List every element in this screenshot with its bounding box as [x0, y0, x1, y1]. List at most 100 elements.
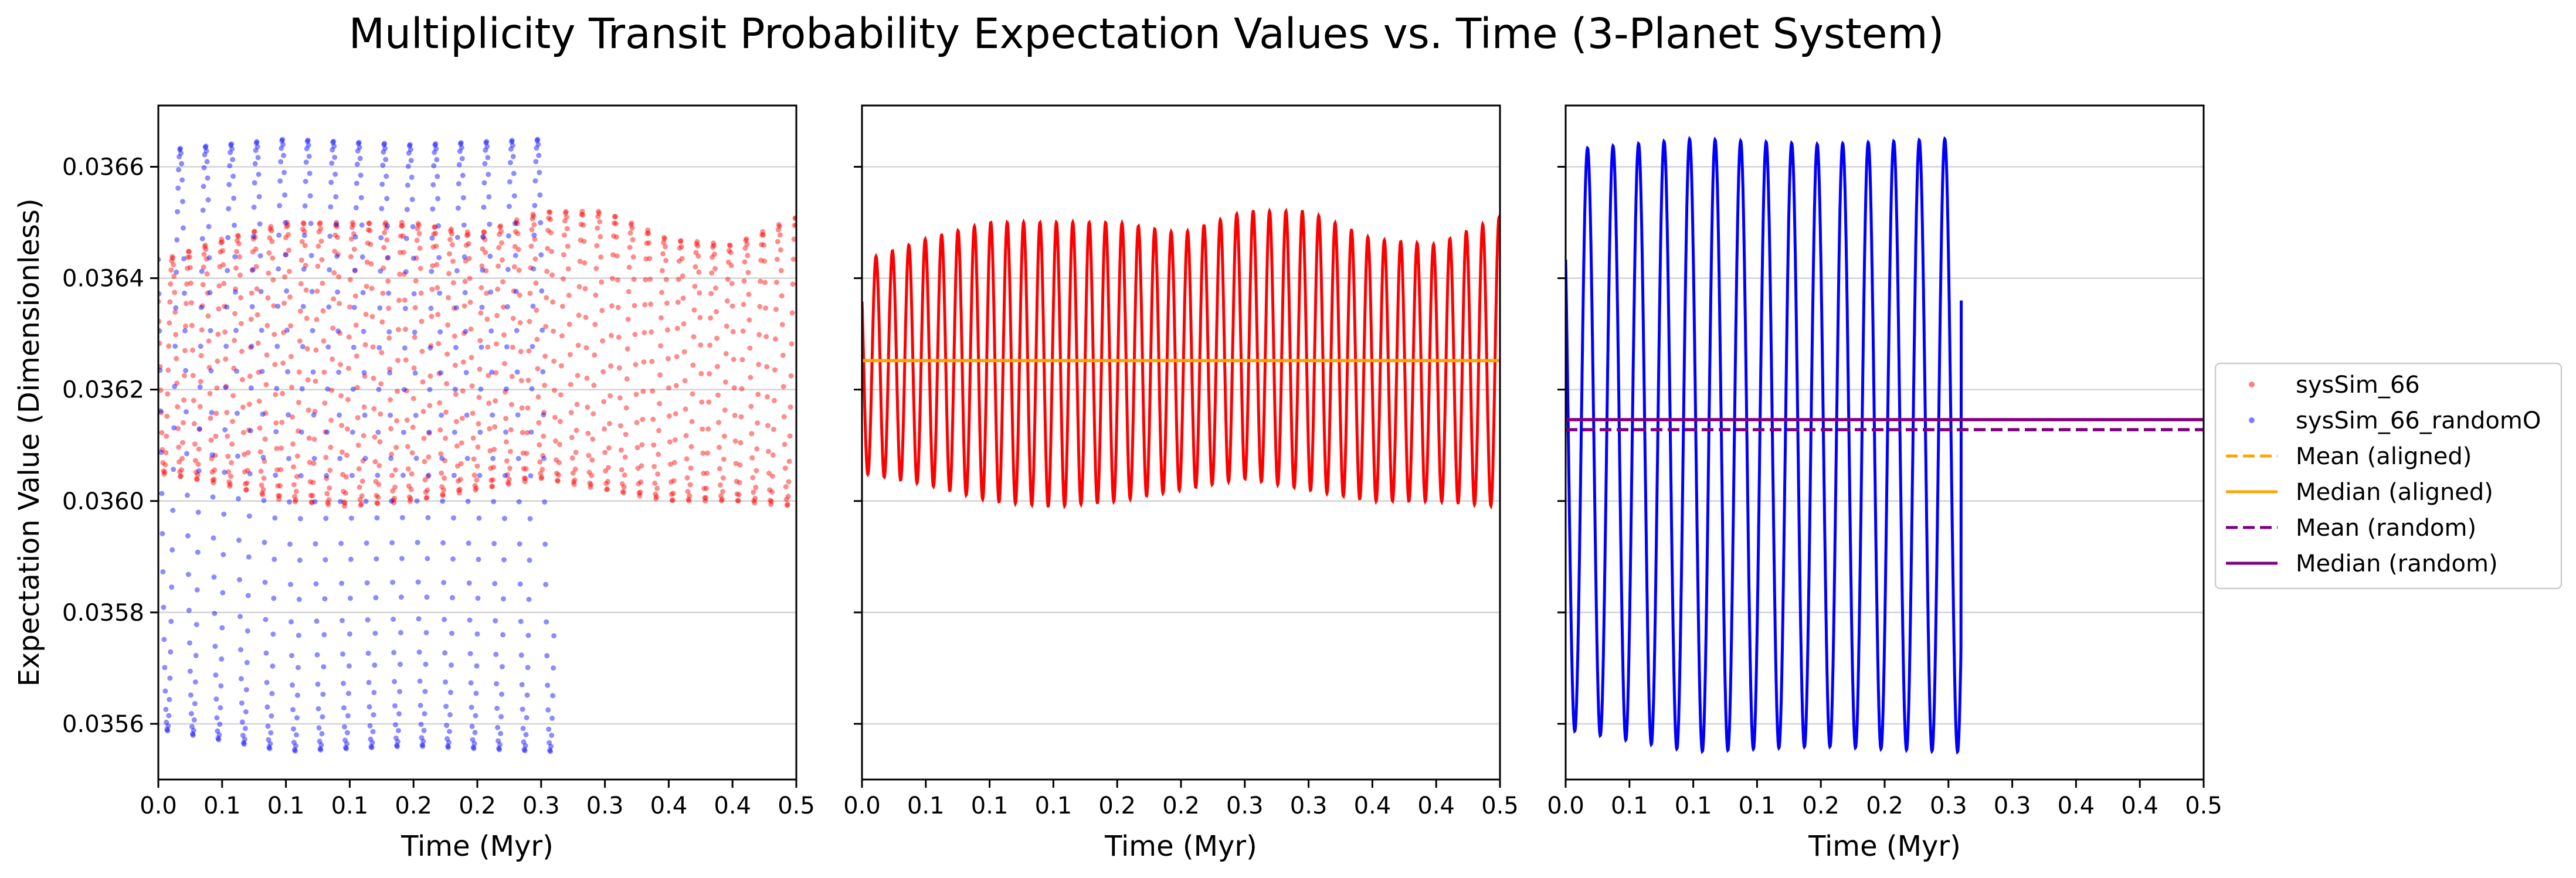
- data-point: [716, 420, 721, 426]
- data-point: [314, 288, 320, 294]
- data-point: [278, 159, 284, 165]
- legend-label: Median (aligned): [2296, 479, 2493, 506]
- data-point: [787, 433, 793, 439]
- data-point: [180, 440, 185, 445]
- data-point: [625, 317, 631, 322]
- data-point: [390, 580, 396, 586]
- data-point: [534, 336, 540, 342]
- data-point: [437, 427, 443, 433]
- data-point: [262, 436, 268, 442]
- data-point: [220, 248, 226, 254]
- data-point: [676, 258, 682, 264]
- data-point: [188, 692, 194, 698]
- data-point: [490, 477, 496, 483]
- data-point: [481, 230, 487, 236]
- data-point: [689, 418, 695, 424]
- data-point: [429, 235, 435, 241]
- data-point: [440, 540, 446, 546]
- data-point: [505, 480, 511, 485]
- data-point: [254, 139, 260, 145]
- data-point: [188, 280, 194, 286]
- chart-title: Multiplicity Transit Probability Expecta…: [349, 9, 1944, 58]
- data-point: [731, 356, 737, 362]
- data-point: [233, 286, 238, 292]
- data-point: [663, 277, 669, 283]
- data-point: [721, 457, 727, 462]
- data-point: [230, 418, 236, 424]
- data-point: [493, 370, 499, 376]
- data-point: [612, 214, 618, 220]
- data-point: [517, 292, 522, 298]
- x-tick-label: 0.1: [331, 792, 369, 819]
- data-point: [756, 332, 762, 338]
- data-point: [317, 739, 323, 744]
- data-point: [445, 743, 451, 749]
- data-point: [181, 256, 186, 261]
- data-point: [781, 414, 787, 420]
- data-point: [266, 250, 272, 256]
- data-point: [173, 305, 179, 311]
- data-point: [281, 300, 287, 306]
- data-point: [330, 356, 335, 362]
- data-point: [269, 690, 275, 696]
- data-point: [333, 194, 339, 200]
- data-point: [244, 480, 250, 486]
- data-point: [533, 159, 539, 165]
- data-point: [528, 429, 534, 435]
- data-point: [265, 723, 271, 729]
- data-point: [442, 458, 448, 464]
- data-point: [756, 362, 762, 367]
- data-point: [235, 237, 240, 243]
- data-point: [546, 215, 552, 221]
- data-point: [518, 652, 524, 658]
- data-point: [535, 394, 541, 400]
- data-point: [357, 496, 363, 502]
- data-point: [220, 552, 226, 557]
- data-point: [619, 467, 625, 472]
- data-point: [187, 668, 193, 674]
- data-point: [495, 724, 501, 730]
- data-point: [442, 650, 448, 656]
- data-point: [508, 401, 514, 407]
- data-point: [313, 581, 319, 587]
- data-point: [522, 479, 528, 485]
- data-point: [561, 252, 566, 258]
- data-point: [762, 280, 768, 285]
- data-point: [443, 409, 449, 415]
- data-point: [765, 423, 771, 428]
- data-point: [532, 256, 538, 262]
- data-point: [414, 237, 420, 243]
- data-point: [507, 179, 513, 185]
- data-point: [417, 246, 423, 251]
- data-point: [638, 479, 644, 485]
- data-point: [503, 416, 508, 421]
- data-point: [579, 209, 585, 215]
- data-point: [425, 474, 431, 479]
- data-point: [300, 304, 306, 309]
- data-point: [408, 496, 413, 502]
- data-point: [228, 474, 234, 479]
- data-point: [538, 252, 544, 258]
- data-point: [694, 241, 700, 247]
- data-point: [358, 502, 364, 508]
- data-point: [548, 216, 554, 222]
- data-point: [294, 715, 300, 721]
- data-point: [203, 143, 209, 149]
- data-point: [457, 148, 463, 154]
- data-point: [588, 484, 593, 490]
- data-point: [538, 471, 544, 477]
- data-point: [751, 489, 756, 495]
- data-point: [436, 223, 442, 229]
- data-point: [171, 467, 177, 472]
- data-point: [771, 397, 777, 403]
- data-point: [486, 373, 491, 379]
- data-point: [538, 475, 544, 481]
- data-point: [306, 407, 311, 413]
- data-point: [196, 426, 202, 432]
- data-point: [571, 482, 577, 487]
- data-point: [685, 496, 691, 502]
- data-point: [780, 384, 786, 390]
- data-point: [487, 426, 493, 431]
